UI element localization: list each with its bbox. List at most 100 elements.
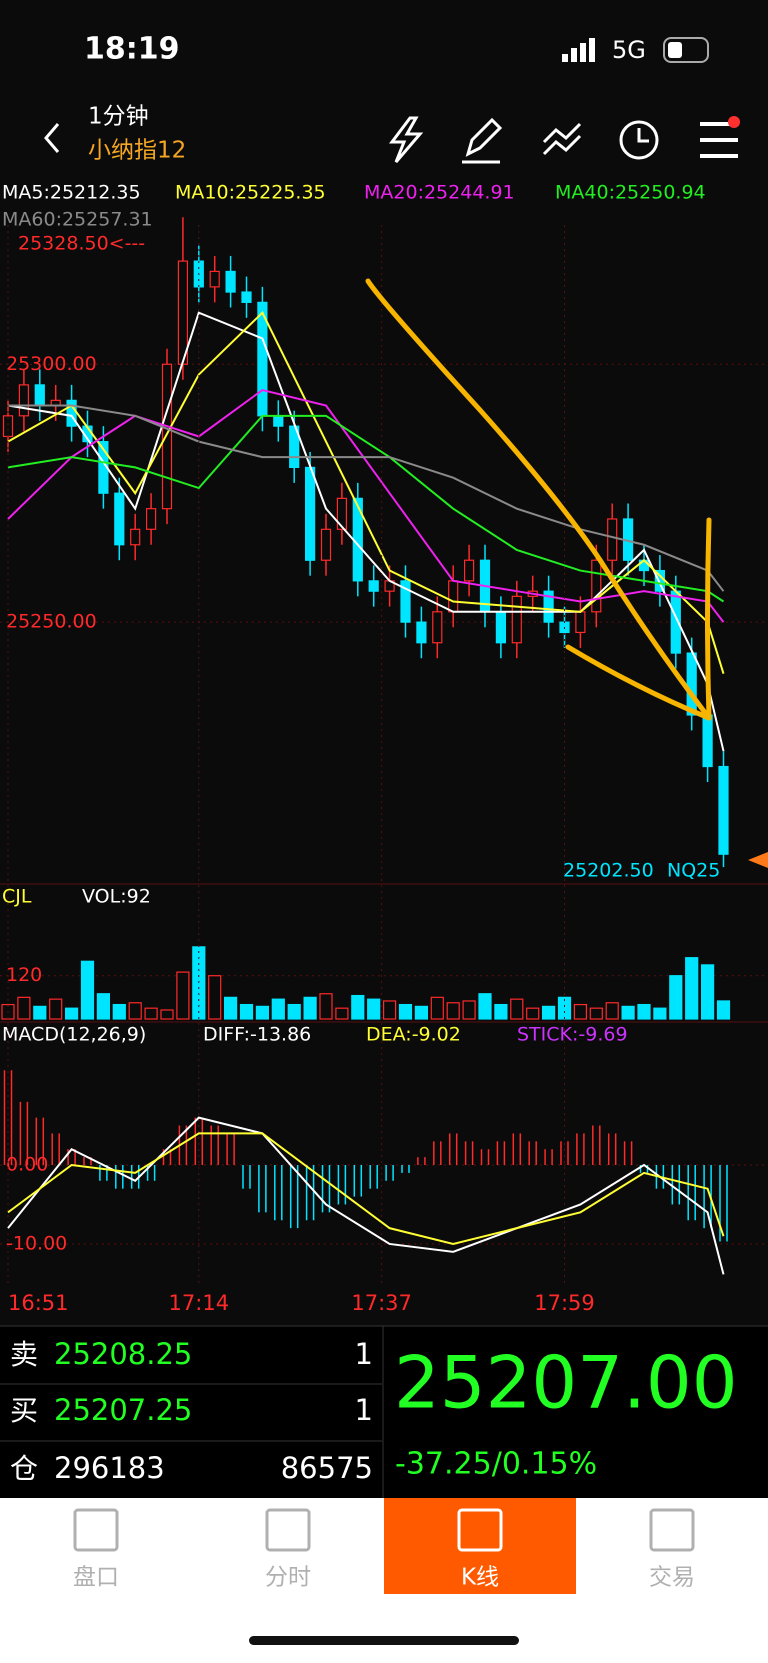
quote-label: 仓 [10,1452,38,1485]
x-tick-label: 17:37 [351,1291,412,1315]
tab-label[interactable]: 分时 [265,1565,311,1591]
volume-bar [367,998,381,1020]
volume-bar [414,1005,428,1020]
candle-body [225,270,236,293]
back-button[interactable] [44,123,60,153]
x-tick-label: 16:51 [8,1291,69,1315]
volume-bar [541,1005,556,1020]
tab-active-bg [384,1498,576,1594]
status-time: 18:19 [84,32,180,67]
volume-bar [64,1007,79,1020]
ma-line [7,311,725,752]
volume-bar [351,994,365,1020]
legend-entry: MA5:25212.35 [2,182,141,204]
quote-label: 卖 [10,1338,38,1371]
candle-body [416,621,427,644]
quote-grid [0,1325,768,1498]
volume-bar [271,998,285,1020]
candle-body [18,384,29,417]
high-label: 25328.50<--- [18,233,145,255]
candle-body [209,270,220,288]
candle-body [702,714,713,768]
candle-body [146,508,157,530]
quote-label: 买 [10,1394,38,1427]
y-tick-label: 120 [6,964,42,986]
quote-panel [0,1326,768,1498]
volume-bar [319,993,333,1020]
macd-line [7,1116,725,1275]
quote-qty: 1 [355,1337,373,1371]
candle-body [66,399,77,427]
tab-icon [649,1508,695,1552]
volume-bar [128,1002,142,1020]
legend-entry: MA20:25244.91 [364,182,515,204]
volume-bar [589,1007,603,1020]
tab-icon [73,1508,119,1552]
quote-qty: 1 [355,1393,373,1427]
volume-bar [446,1002,460,1020]
volume-bar [112,1003,126,1020]
candle-body [495,611,506,644]
volume-bar [478,993,492,1020]
tab-label[interactable]: K线 [461,1565,499,1591]
volume-bar [526,1007,540,1020]
volume-bar [144,1007,158,1020]
legend-entry: DIFF:-13.86 [203,1024,311,1046]
legend-entry: MA10:25225.35 [175,182,326,204]
volume-bar [430,996,444,1020]
menu-badge [728,116,740,128]
macd-line [7,1132,725,1245]
indicator-icon[interactable] [542,122,582,156]
home-indicator [249,1636,519,1645]
candle-body [448,580,459,613]
legend-entry: MA40:25250.94 [555,182,706,204]
candle-body [686,652,697,716]
candle-body [114,492,125,546]
quote-price: 296183 [54,1451,165,1485]
clock-icon[interactable] [619,120,659,160]
last-price: 25207.00 [394,1341,738,1425]
candle-body [34,384,45,407]
volume-bar [462,1000,476,1020]
symbol[interactable]: 小纳指12 [88,138,186,164]
tab-icon [265,1508,311,1552]
ma-line [8,404,725,592]
quote-price: 25208.25 [54,1337,192,1371]
y-tick-label: -10.00 [6,1232,67,1254]
tab-label[interactable]: 交易 [649,1565,695,1591]
volume-bar [669,975,683,1020]
x-tick-label: 17:59 [534,1291,595,1315]
candle-body [305,466,316,561]
volume-bar [398,1003,413,1020]
volume-bar [160,1009,174,1020]
volume-bar [573,1003,588,1020]
flash-icon[interactable] [389,116,424,163]
candle-body [718,765,729,855]
candle-body [464,559,475,582]
candle-body [511,595,522,644]
tab-icon [457,1508,503,1552]
volume-bar [255,1005,269,1020]
candle-body [130,528,141,546]
volume-bar [621,1005,635,1020]
draw-icon[interactable] [462,117,503,164]
volume-bar [685,957,699,1020]
panel-title: CJL [2,886,32,908]
volume-bar [716,1000,731,1020]
clock-hands [637,128,649,143]
last-price-label: 25202.50 [563,860,654,882]
candle-body [575,611,586,634]
tabs: 盘口 分时 K线 交易 [73,1498,695,1594]
volume-bar [700,964,715,1020]
volume-bar [637,1003,651,1020]
candle-body [543,590,554,623]
volume-bar [17,996,31,1020]
tab-label[interactable]: 盘口 [73,1565,119,1591]
y-tick-label: 25300.00 [6,353,97,375]
ma-line [7,311,725,674]
volume-bar [224,996,238,1020]
hand-drawing [365,278,712,721]
candle-body [320,528,332,561]
